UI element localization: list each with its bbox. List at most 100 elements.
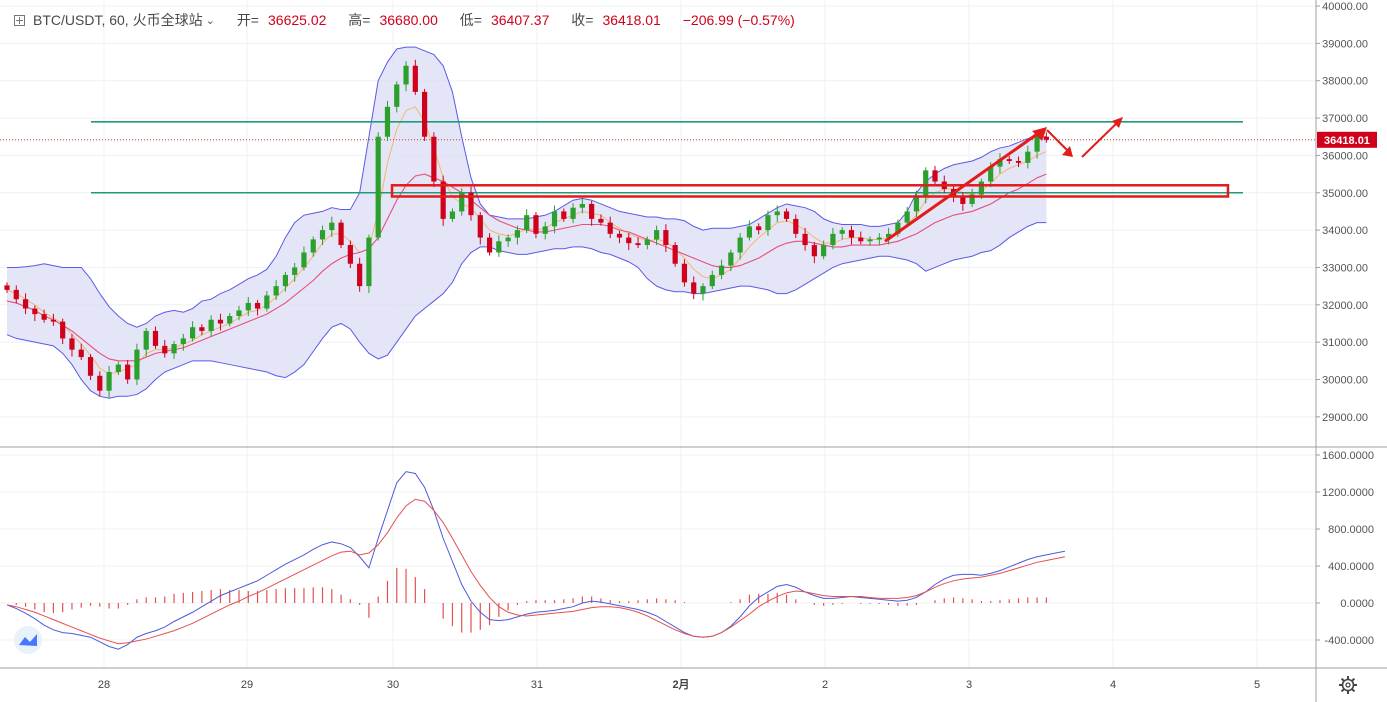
candle-body	[384, 106, 391, 137]
candle-body	[1006, 159, 1012, 162]
candle-body	[1015, 161, 1022, 163]
open-label: 开=	[236, 12, 259, 28]
candle-body	[403, 65, 409, 85]
candle-body	[310, 239, 316, 253]
time-tick-label: 3	[966, 679, 972, 691]
candle-body	[366, 237, 372, 287]
price-tick-label: 34000.00	[1322, 225, 1368, 237]
candle-body	[616, 233, 623, 238]
candle-body	[626, 237, 632, 244]
candle-body	[644, 239, 650, 246]
time-tick-label: 31	[531, 679, 543, 691]
candle-body	[551, 211, 558, 227]
candle-body	[422, 91, 428, 137]
symbol-label[interactable]: BTC/USDT, 60, 火币全球站	[33, 12, 203, 28]
candle-body	[13, 289, 19, 300]
low-value: 36407.37	[490, 12, 550, 28]
signal-line	[6, 498, 1066, 645]
candle-body	[347, 245, 353, 264]
price-tick-label: 35000.00	[1322, 188, 1368, 200]
last-price-badge	[1317, 131, 1377, 148]
candle-body	[190, 327, 196, 339]
annotation-rectangle[interactable]	[390, 184, 1230, 198]
candle-body	[607, 222, 613, 234]
candle-body	[533, 215, 539, 234]
annotation-breakout-arrow[interactable]	[1081, 119, 1121, 158]
candle-body	[292, 267, 298, 275]
gear-icon[interactable]	[1338, 675, 1358, 695]
candle-body	[783, 211, 790, 219]
price-tick-label: 29000.00	[1322, 412, 1368, 424]
price-tick-label: 40000.00	[1322, 1, 1368, 13]
macd-tick-label: -400.0000	[1324, 635, 1374, 647]
arrow-head-icon	[1032, 127, 1047, 141]
candle-body	[988, 166, 994, 182]
candle-body	[236, 310, 242, 317]
horizontal-lines[interactable]	[0, 120, 1316, 194]
time-tick-label: 4	[1110, 679, 1116, 691]
candle-body	[319, 230, 326, 240]
candle-body	[672, 245, 678, 264]
candle-body	[589, 203, 595, 219]
candle-body	[125, 364, 131, 380]
candle-body	[106, 372, 112, 391]
candle-body	[115, 364, 121, 373]
bollinger-lower-line	[6, 222, 1047, 399]
chevron-down-icon[interactable]: ⌄	[205, 14, 215, 27]
candle-body	[774, 211, 780, 216]
candle-body	[997, 159, 1003, 167]
annotation-trend-arrow[interactable]	[884, 128, 1045, 243]
high-label: 高=	[348, 12, 371, 28]
candle-body	[60, 321, 66, 339]
candle-body	[486, 237, 493, 253]
candle-body	[746, 226, 752, 238]
price-tick-label: 37000.00	[1322, 113, 1368, 125]
candle-body	[848, 230, 855, 238]
candle-body	[821, 245, 827, 257]
candle-body	[329, 222, 335, 231]
bollinger-upper-line	[7, 46, 1047, 328]
candle-body	[180, 338, 186, 345]
candle-body	[913, 196, 920, 212]
macd-tick-label: 1600.0000	[1322, 450, 1374, 462]
candle-body	[97, 375, 103, 391]
tradingview-logo-icon[interactable]	[13, 625, 43, 655]
candle-body	[412, 65, 418, 92]
macd-line	[6, 471, 1066, 650]
symbol-header: BTC/USDT, 60, 火币全球站 ⌄ 开= 36625.02 高= 36680…	[14, 10, 804, 30]
candle-body	[1025, 151, 1031, 163]
expand-icon[interactable]	[14, 14, 25, 26]
candle-body	[932, 170, 938, 182]
candle-body	[858, 237, 864, 242]
candle-body	[895, 222, 901, 234]
candle-body	[32, 308, 38, 315]
close-label: 收=	[571, 12, 594, 28]
arrow-head-icon	[1062, 146, 1073, 157]
time-tick-label: 29	[241, 679, 253, 691]
candle-body	[904, 211, 910, 223]
price-tick-label: 36000.00	[1322, 150, 1368, 162]
candle-body	[542, 226, 548, 234]
candle-body	[357, 263, 363, 287]
macd-tick-label: 0.0000	[1340, 598, 1374, 610]
time-tick-label: 30	[387, 679, 399, 691]
candle-body	[273, 286, 279, 296]
candle-body	[923, 170, 929, 197]
macd-tick-label: 1200.0000	[1322, 487, 1374, 499]
candle-body	[282, 274, 288, 287]
candle-body	[839, 230, 845, 234]
drawing-annotations[interactable]	[390, 117, 1230, 243]
annotation-pullback-arrow[interactable]	[1046, 129, 1071, 154]
price-tick-label: 30000.00	[1322, 375, 1368, 387]
candle-body	[468, 192, 474, 216]
candle-body	[227, 316, 233, 324]
candle-body	[440, 181, 446, 219]
candle-body	[134, 349, 140, 380]
price-tick-label: 31000.00	[1322, 337, 1368, 349]
candle-body	[969, 194, 975, 204]
high-value: 36680.00	[379, 12, 438, 28]
candle-body	[756, 226, 762, 231]
candle-body	[199, 327, 205, 331]
